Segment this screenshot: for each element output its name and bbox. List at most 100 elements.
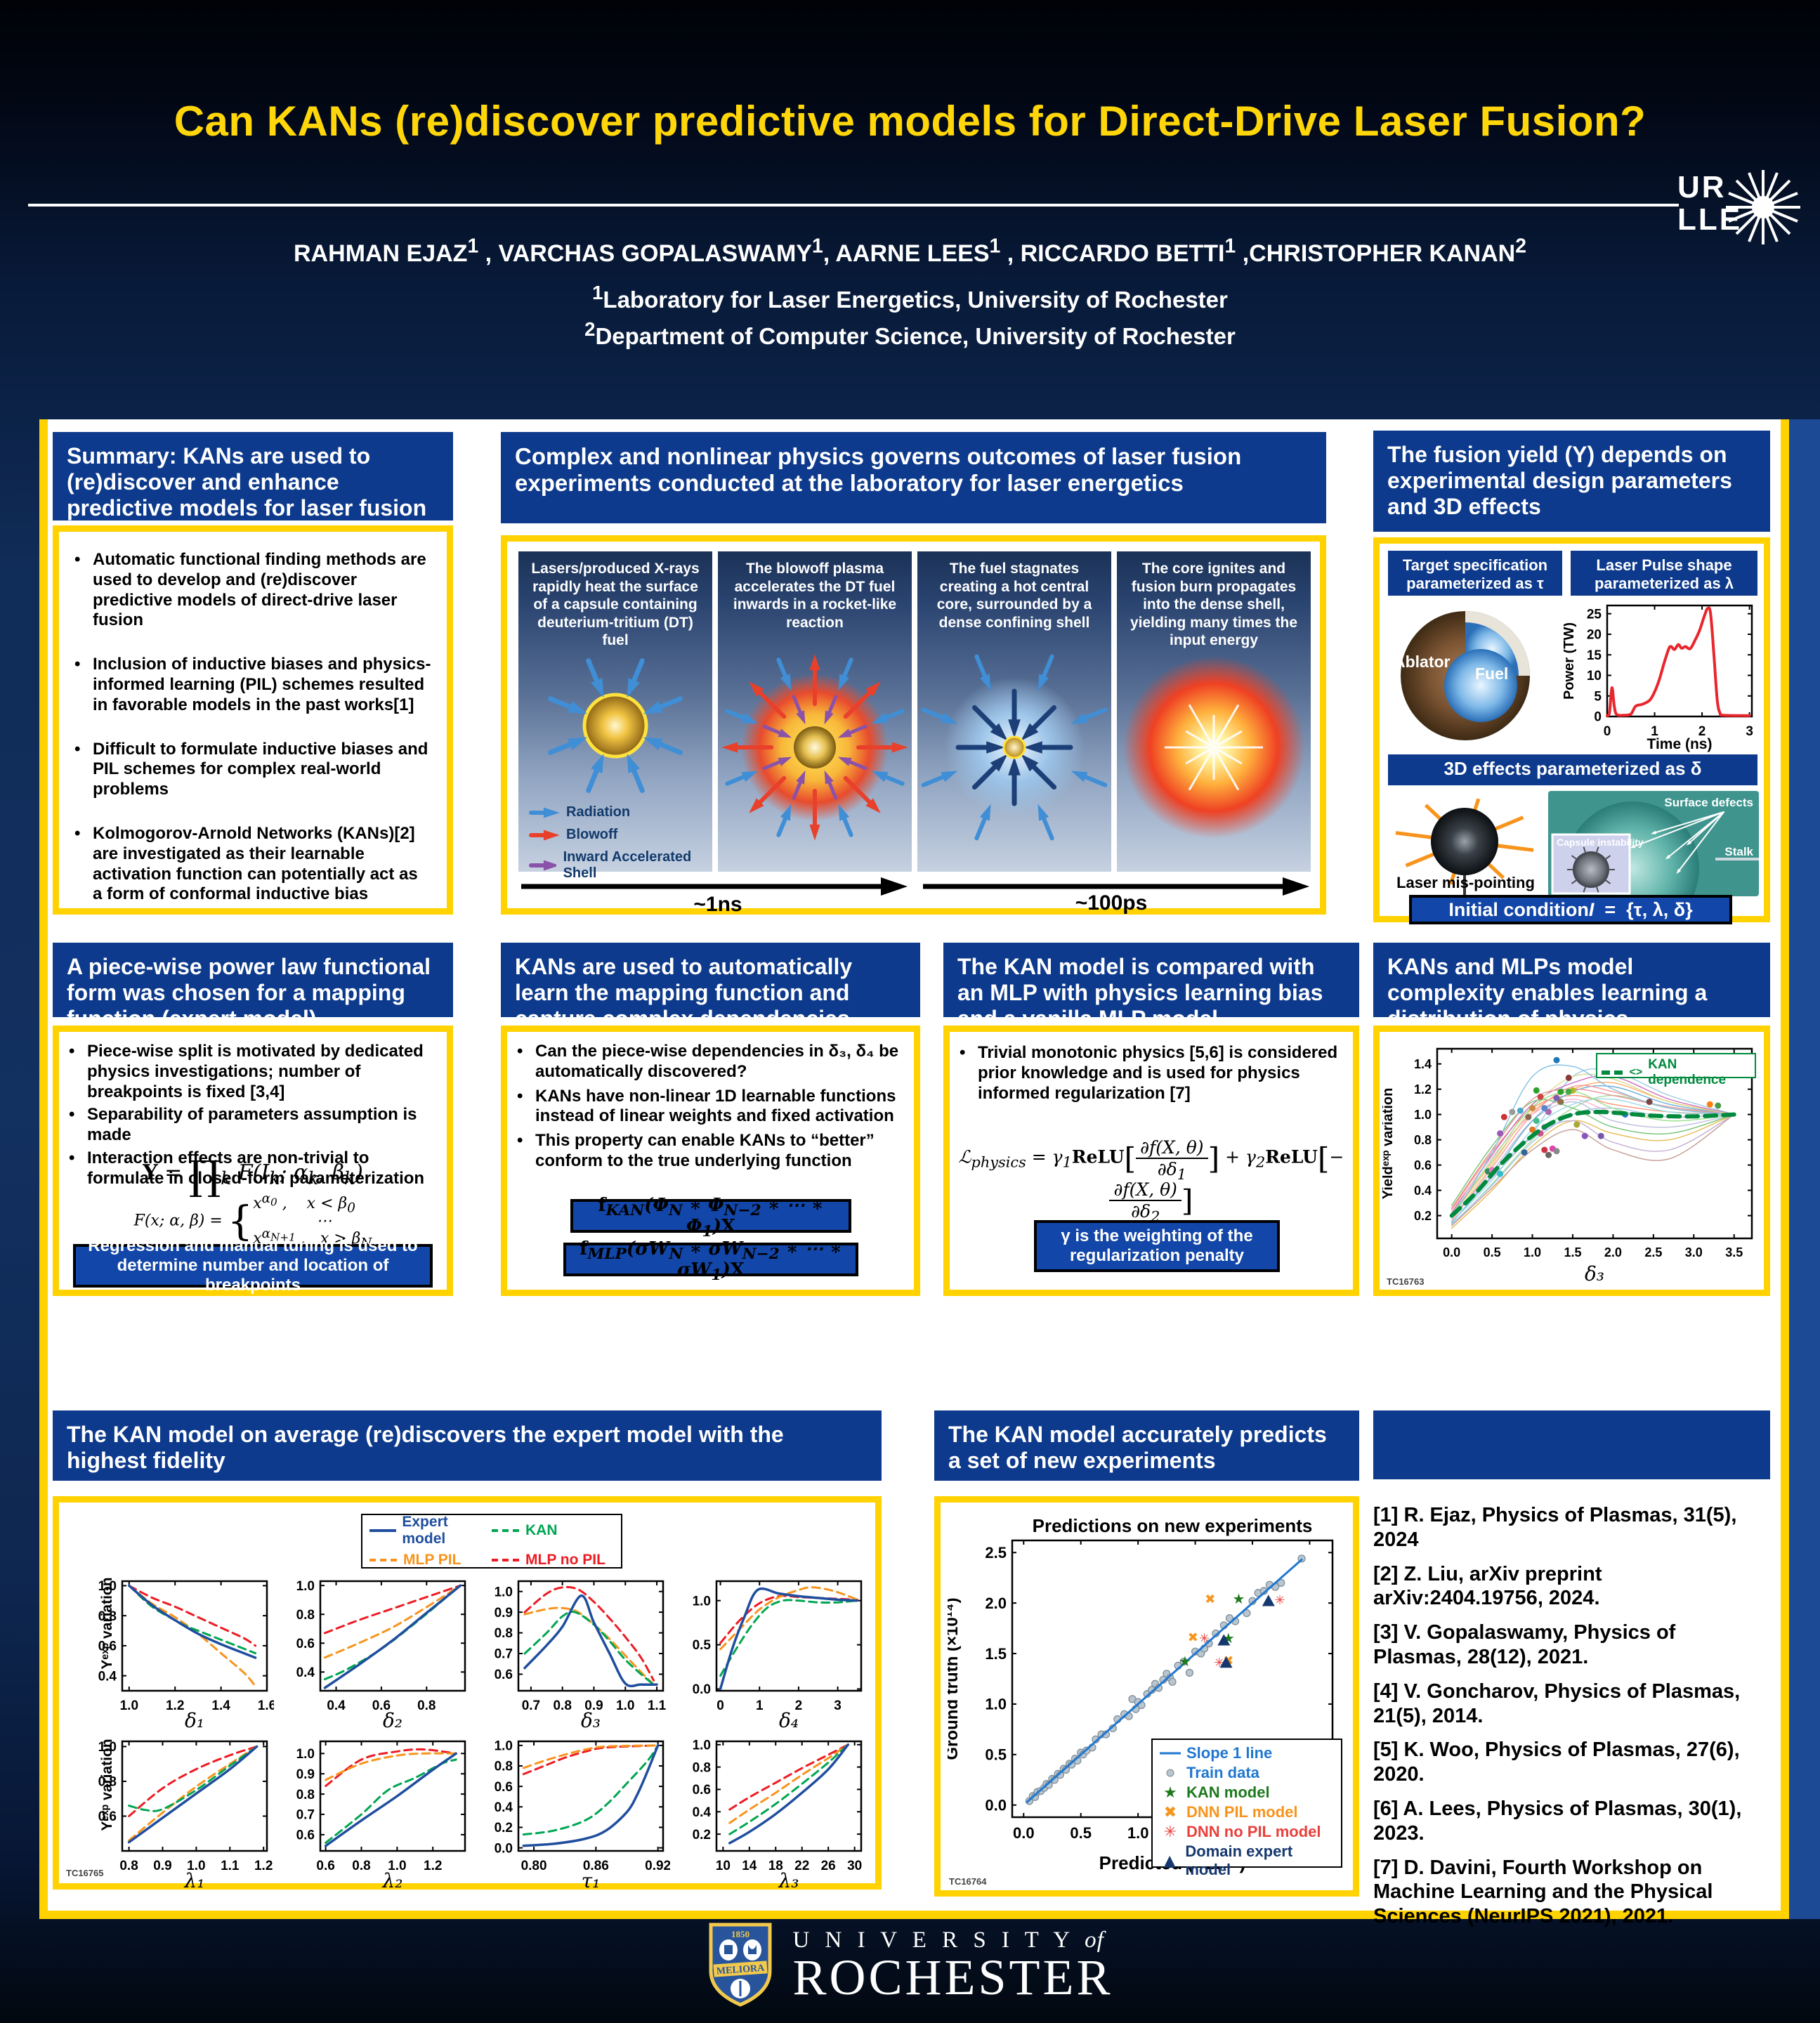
svg-text:2.5: 2.5 xyxy=(985,1544,1007,1562)
stage-card-1: Lasers/produced X-rays rapidly heat the … xyxy=(518,551,712,881)
svg-text:0.8: 0.8 xyxy=(495,1760,513,1774)
svg-text:0.8: 0.8 xyxy=(495,1626,513,1641)
frame-left xyxy=(39,419,48,1919)
target-sphere-graphic xyxy=(1401,611,1530,740)
svg-text:δ₃: δ₃ xyxy=(581,1709,601,1731)
yield-header: The fusion yield (Υ) depends on experime… xyxy=(1373,431,1770,532)
svg-text:10: 10 xyxy=(1587,669,1602,683)
svg-text:0.4: 0.4 xyxy=(1414,1184,1432,1198)
svg-text:0.8: 0.8 xyxy=(296,1608,315,1623)
svg-text:1.0: 1.0 xyxy=(1127,1824,1149,1842)
grid-ylabel: Yᵉˣᵖ variation xyxy=(99,1577,115,1670)
svg-text:1.0: 1.0 xyxy=(296,1747,315,1762)
legend-entry: ★ KAN model xyxy=(1163,1783,1270,1802)
stage-card-4: The core ignites and fusion burn propaga… xyxy=(1117,551,1311,872)
figure-code: TC16765 xyxy=(66,1868,104,1878)
svg-text:18: 18 xyxy=(768,1859,783,1873)
bullet-item: • This property can enable KANs to “bette… xyxy=(517,1131,875,1170)
legend-entry: KAN xyxy=(492,1522,558,1538)
mispointing-label: Laser mis-pointing xyxy=(1396,874,1535,891)
svg-text:0.4: 0.4 xyxy=(98,1669,117,1684)
expert-bullets: • Piece-wise split is motivated by dedica… xyxy=(69,1042,440,1192)
subplot-λ₂: 0.6 0.8 1.0 1.2 0.6 0.7 0.8 0.9 1.0 λ₂ xyxy=(281,1736,472,1895)
svg-text:14: 14 xyxy=(742,1859,757,1873)
svg-text:0.0: 0.0 xyxy=(985,1796,1007,1814)
svg-text:0.8: 0.8 xyxy=(119,1859,138,1873)
svg-text:1.1: 1.1 xyxy=(221,1859,240,1873)
legend-entry: ✳ DNN no PIL model xyxy=(1163,1823,1321,1841)
stage-caption: The blowoff plasma accelerates the DT fu… xyxy=(733,561,897,631)
svg-text:0.5: 0.5 xyxy=(693,1638,712,1653)
svg-text:0.6: 0.6 xyxy=(1414,1158,1432,1172)
legend-blowoff: Blowoff xyxy=(528,827,617,843)
svg-text:25: 25 xyxy=(1587,607,1602,622)
pulse-shape-header: Laser Pulse shape parameterized as λ xyxy=(1571,551,1757,596)
stage-graphic-heat xyxy=(548,658,683,793)
svg-text:0.8: 0.8 xyxy=(98,1775,117,1790)
product-equation: Y = ∏k F(Ik; αk, βk) xyxy=(143,1153,363,1199)
subplot-δ₁: 1.0 1.2 1.4 1.6 0.4 0.6 0.8 1.0 δ₁ xyxy=(83,1576,277,1735)
frame-bottom xyxy=(39,1911,1789,1919)
stage-card-2: The blowoff plasma accelerates the DT fu… xyxy=(718,551,912,872)
gamma-note: γ is the weighting of the regularization… xyxy=(1034,1220,1280,1272)
figure-code: TC16764 xyxy=(949,1876,987,1887)
legend-entry: Train data xyxy=(1160,1764,1334,1782)
svg-text:1.0: 1.0 xyxy=(1414,1108,1432,1122)
university-footer: 1850 MELIORA U N I V E R S I T Y of ROCH… xyxy=(0,1922,1820,2008)
timeline-arrow-100ps xyxy=(923,877,1309,896)
bullet-item: [6] A. Lees, Physics of Plasmas, 30(1), … xyxy=(1373,1797,1742,1845)
svg-text:✳: ✳ xyxy=(1199,1632,1210,1646)
svg-text:Predictions on new experiments: Predictions on new experiments xyxy=(1033,1515,1313,1536)
references-header xyxy=(1373,1410,1770,1479)
svg-text:0.0: 0.0 xyxy=(1013,1824,1035,1842)
legend-entry: Slope 1 line xyxy=(1160,1744,1273,1762)
effects-header: 3D effects parameterized as δ xyxy=(1388,754,1757,785)
subplot-λ₁: 0.8 0.9 1.0 1.1 1.2 0.6 0.8 1.0 λ₁ xyxy=(83,1736,274,1895)
svg-text:0.2: 0.2 xyxy=(495,1821,513,1835)
affiliation-2: 2Department of Computer Science, Univers… xyxy=(584,318,1236,349)
university-line2: ROCHESTER xyxy=(792,1949,1113,2006)
summary-panel: • Automatic functional finding methods ar… xyxy=(53,525,453,915)
affiliation-1: 1Laboratory for Laser Energetics, Univer… xyxy=(592,282,1228,313)
svg-text:0.0: 0.0 xyxy=(693,1682,711,1697)
subplot-τ₁: 0.80 0.86 0.92 0.0 0.2 0.4 0.6 0.8 1.0 τ₁ xyxy=(479,1736,672,1895)
initial-condition-box: Initial condition I = {τ, λ, δ} xyxy=(1409,895,1732,924)
svg-text:0.6: 0.6 xyxy=(296,1637,315,1651)
svg-text:0.0: 0.0 xyxy=(495,1841,513,1856)
svg-text:1.6: 1.6 xyxy=(258,1698,274,1713)
rochester-shield-icon: 1850 MELIORA xyxy=(709,1923,772,2007)
svg-text:0.8: 0.8 xyxy=(417,1698,436,1713)
svg-text:MELIORA: MELIORA xyxy=(716,1963,766,1977)
lle-logo-line1: UR xyxy=(1677,170,1727,204)
predict-header: The KAN model accurately predicts a set … xyxy=(934,1410,1359,1481)
svg-text:1.0: 1.0 xyxy=(985,1696,1007,1713)
svg-text:1: 1 xyxy=(756,1698,764,1713)
svg-text:0.8: 0.8 xyxy=(296,1788,315,1802)
predict-panel: 0.00.51.01.52.02.50.00.51.01.52.02.5Pred… xyxy=(934,1496,1359,1897)
ablator-label: Ablator xyxy=(1394,653,1451,671)
legend-entry: MLP PIL xyxy=(369,1552,461,1568)
legend-entry: MLP no PIL xyxy=(492,1552,605,1568)
physics-header: Complex and nonlinear physics governs ou… xyxy=(501,432,1326,523)
delta3-distribution-chart: 0.0 0.5 1.0 1.5 2.0 2.5 3.0 3.5 0.2 0.4 0.6 0.8 1.0 1… xyxy=(1380,1037,1762,1288)
svg-text:0.6: 0.6 xyxy=(316,1859,334,1873)
svg-text:0.0: 0.0 xyxy=(1443,1245,1460,1259)
laser-pulse-chart: 0 1 2 3 0 5 10 15 20 25 Time (ns) Power (TW) xyxy=(1562,600,1759,757)
svg-text:1.0: 1.0 xyxy=(187,1859,205,1873)
svg-text:3.0: 3.0 xyxy=(1685,1245,1703,1259)
rediscover-header: The KAN model on average (re)discovers t… xyxy=(53,1410,882,1481)
svg-text:0.9: 0.9 xyxy=(495,1606,513,1621)
physics-loss-equation: ℒphysics = γ1ReLU[∂f(X, θ) ∂δ1] + γ2ReLU[… xyxy=(958,1137,1344,1225)
svg-text:1.4: 1.4 xyxy=(1414,1057,1432,1071)
laser-mispointing-graphic xyxy=(1395,798,1534,896)
svg-text:δ₃: δ₃ xyxy=(1585,1262,1604,1285)
bullet-item: • Automatic functional finding methods ar… xyxy=(74,550,426,630)
frame-right xyxy=(1781,419,1789,1919)
svg-text:20: 20 xyxy=(1587,628,1602,643)
svg-text:1: 1 xyxy=(1651,724,1658,739)
svg-text:1.2: 1.2 xyxy=(424,1859,442,1873)
svg-text:1.0: 1.0 xyxy=(693,1738,711,1753)
svg-text:26: 26 xyxy=(821,1859,836,1873)
poster-title: Can KANs (re)discover predictive models … xyxy=(174,98,1646,145)
svg-text:1.2: 1.2 xyxy=(254,1859,273,1873)
